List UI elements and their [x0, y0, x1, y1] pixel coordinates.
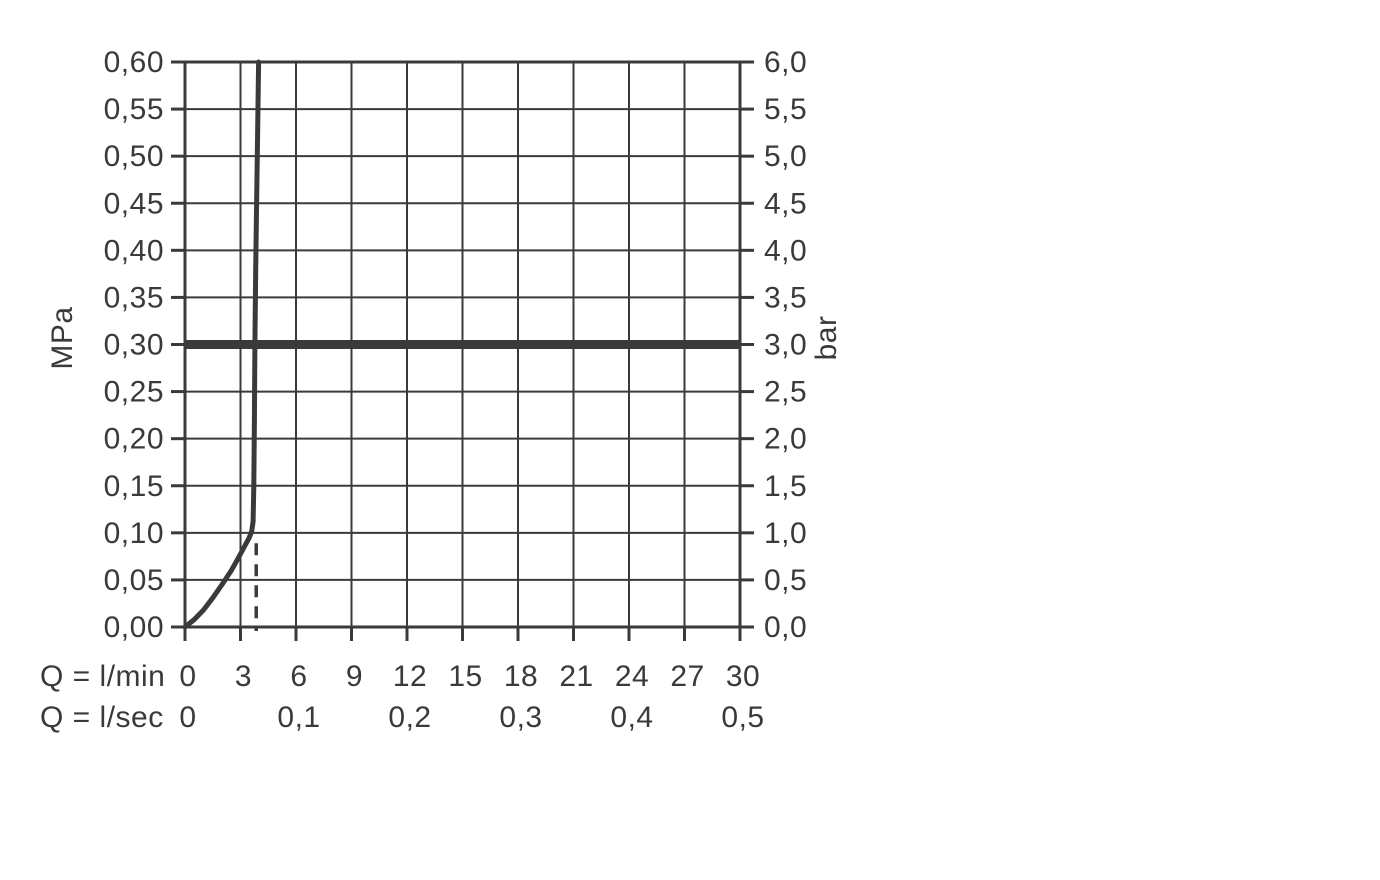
y-tick-label-mpa: 0,15 [104, 470, 164, 503]
y-tick-label-bar: 1,5 [764, 470, 807, 503]
x-tick-label-lsec: 0 [179, 701, 196, 734]
x-tick-label-lsec: 0,2 [388, 701, 431, 734]
x-tick-label-lsec: 0,1 [277, 701, 320, 734]
x-tick-label-lmin: 12 [393, 660, 427, 693]
flow-unit-lmin-label: Q = l/min [40, 660, 165, 693]
y-tick-label-bar: 5,5 [764, 93, 807, 126]
y-tick-label-mpa: 0,05 [104, 564, 164, 597]
y-tick-label-bar: 2,0 [764, 423, 807, 456]
flow-curve [182, 59, 262, 630]
x-tick-label-lmin: 9 [346, 660, 363, 693]
y-tick-label-mpa: 0,55 [104, 93, 164, 126]
x-tick-label-lmin: 15 [448, 660, 482, 693]
y-tick-label-mpa: 0,45 [104, 187, 164, 220]
y-tick-label-bar: 3,0 [764, 329, 807, 362]
y-tick-label-bar: 5,0 [764, 140, 807, 173]
x-tick-label-lsec: 0,3 [499, 701, 542, 734]
y-tick-label-mpa: 0,20 [104, 423, 164, 456]
x-tick-label-lmin: 0 [179, 660, 196, 693]
mpa-axis-unit-label: MPa [46, 306, 79, 369]
y-tick-label-mpa: 0,10 [104, 517, 164, 550]
x-tick-label-lmin: 3 [235, 660, 252, 693]
y-tick-label-mpa: 0,30 [104, 329, 164, 362]
x-tick-label-lsec: 0,4 [610, 701, 653, 734]
x-tick-label-lmin: 24 [615, 660, 649, 693]
y-tick-label-bar: 4,0 [764, 234, 807, 267]
y-tick-label-bar: 0,5 [764, 564, 807, 597]
y-tick-label-mpa: 0,00 [104, 611, 164, 644]
y-tick-label-bar: 2,5 [764, 376, 807, 409]
y-tick-label-mpa: 0,25 [104, 376, 164, 409]
x-tick-label-lmin: 27 [670, 660, 704, 693]
x-tick-label-lmin: 30 [726, 660, 760, 693]
bar-axis-unit-label: bar [810, 316, 843, 361]
y-tick-label-mpa: 0,40 [104, 234, 164, 267]
y-tick-label-bar: 4,5 [764, 187, 807, 220]
y-tick-label-bar: 1,0 [764, 517, 807, 550]
y-tick-label-bar: 6,0 [764, 46, 807, 79]
y-tick-label-bar: 0,0 [764, 611, 807, 644]
x-tick-label-lmin: 21 [559, 660, 593, 693]
flow-unit-lsec-label: Q = l/sec [40, 701, 164, 734]
x-tick-label-lmin: 18 [504, 660, 538, 693]
y-tick-label-mpa: 0,35 [104, 281, 164, 314]
y-tick-label-mpa: 0,60 [104, 46, 164, 79]
y-tick-label-mpa: 0,50 [104, 140, 164, 173]
y-tick-label-bar: 3,5 [764, 281, 807, 314]
x-tick-label-lmin: 6 [290, 660, 307, 693]
x-tick-label-lsec: 0,5 [721, 701, 764, 734]
